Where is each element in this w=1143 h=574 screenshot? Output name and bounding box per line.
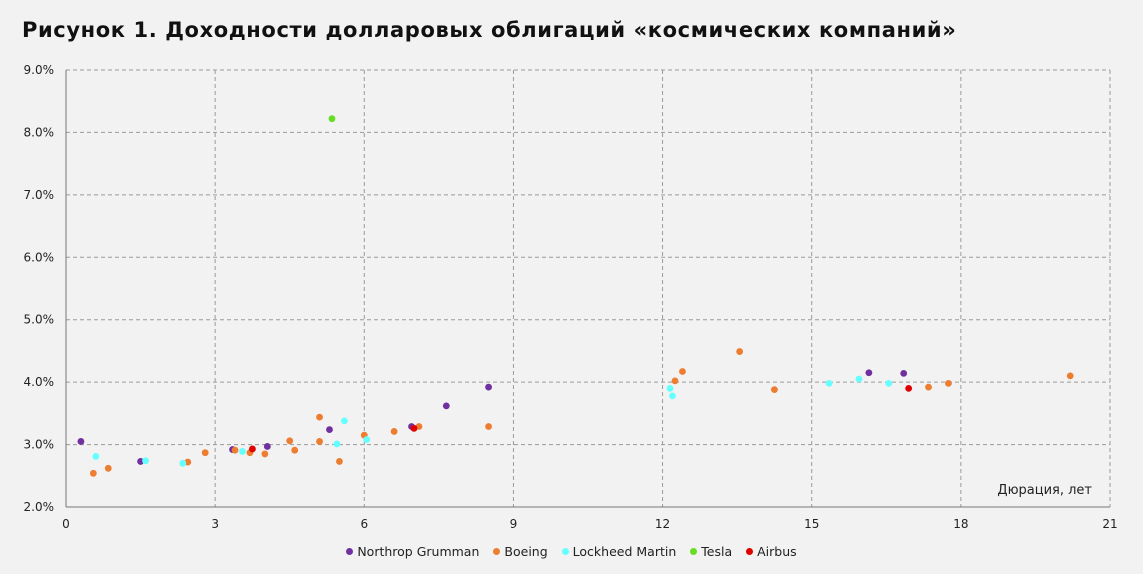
point-lockheed-martin xyxy=(92,453,100,460)
point-boeing xyxy=(945,379,952,387)
point-boeing xyxy=(1066,372,1074,380)
point-lockheed-martin xyxy=(885,379,893,387)
point-northrop-grumman xyxy=(442,402,450,410)
point-northrop-grumman xyxy=(263,443,271,450)
legend-item-tesla: Tesla xyxy=(690,544,732,559)
y-tick-label: 8.0% xyxy=(24,125,55,139)
point-northrop-grumman xyxy=(900,370,908,377)
x-tick-label: 9 xyxy=(510,517,518,531)
data-points xyxy=(77,115,1074,477)
point-northrop-grumman xyxy=(485,383,492,391)
chart-title: Рисунок 1. Доходности долларовых облигац… xyxy=(22,18,957,42)
point-boeing xyxy=(291,446,299,454)
legend-item-boeing: Boeing xyxy=(493,544,548,559)
point-lockheed-martin xyxy=(239,448,246,455)
legend-item-northrop-grumman: Northrop Grumman xyxy=(346,544,479,559)
point-boeing xyxy=(336,458,343,465)
legend-label: Airbus xyxy=(757,544,797,559)
point-boeing xyxy=(390,428,398,435)
point-airbus xyxy=(249,445,256,453)
point-boeing xyxy=(925,383,932,391)
axes xyxy=(65,70,1110,508)
legend-marker xyxy=(746,548,754,555)
legend-marker xyxy=(493,548,501,555)
point-airbus xyxy=(410,424,418,432)
point-northrop-grumman xyxy=(77,438,85,445)
point-boeing xyxy=(316,413,323,421)
point-northrop-grumman xyxy=(137,458,144,465)
point-northrop-grumman xyxy=(326,426,333,433)
x-tick-label: 6 xyxy=(360,517,368,531)
legend-label: Tesla xyxy=(701,544,733,559)
legend-label: Boeing xyxy=(504,544,548,559)
point-tesla xyxy=(328,115,336,123)
y-tick-label: 3.0% xyxy=(24,438,55,452)
point-boeing xyxy=(286,437,294,445)
point-boeing xyxy=(231,446,239,454)
y-tick-label: 4.0% xyxy=(24,375,55,389)
point-lockheed-martin xyxy=(669,392,676,400)
legend-item-lockheed-martin: Lockheed Martin xyxy=(561,544,677,559)
point-lockheed-martin xyxy=(341,417,348,425)
legend-item-airbus: Airbus xyxy=(746,544,797,559)
x-tick-label: 21 xyxy=(1102,517,1117,531)
point-boeing xyxy=(89,469,97,477)
legend-label: Northrop Grumman xyxy=(357,544,480,559)
grid-lines xyxy=(66,69,1111,507)
point-lockheed-martin xyxy=(363,436,371,443)
legend-marker xyxy=(561,548,569,555)
point-lockheed-martin xyxy=(179,459,187,467)
point-lockheed-martin xyxy=(666,384,674,392)
y-tick-label: 6.0% xyxy=(24,250,55,264)
legend-marker xyxy=(690,548,698,555)
legend-marker xyxy=(346,548,354,555)
x-axis-label: Дюрация, лет xyxy=(997,483,1092,498)
point-boeing xyxy=(104,464,112,472)
x-tick-label: 18 xyxy=(953,517,968,531)
y-tick-label: 7.0% xyxy=(24,188,55,202)
point-airbus xyxy=(905,384,913,392)
point-lockheed-martin xyxy=(333,440,341,448)
point-boeing xyxy=(671,377,679,385)
x-tick-label: 3 xyxy=(211,517,219,531)
point-lockheed-martin xyxy=(825,379,833,387)
tick-labels: 2.0% 3.0% 4.0% 5.0% 6.0% 7.0% 8.0% 9.0% 0 3 6 9 12 15… xyxy=(24,63,1118,531)
point-boeing xyxy=(736,348,744,355)
y-tick-label: 5.0% xyxy=(24,313,55,327)
y-tick-label: 9.0% xyxy=(24,63,55,77)
x-tick-label: 15 xyxy=(804,517,819,531)
legend: Northrop Grumman Boeing Lockheed Martin Tes… xyxy=(0,544,1143,559)
legend-label: Lockheed Martin xyxy=(572,544,677,559)
point-boeing xyxy=(485,423,492,430)
point-lockheed-martin xyxy=(142,457,149,465)
point-boeing xyxy=(316,438,323,445)
point-boeing xyxy=(771,386,778,394)
y-tick-label: 2.0% xyxy=(24,500,55,514)
point-boeing xyxy=(201,449,209,457)
point-boeing xyxy=(261,450,269,458)
x-tick-label: 12 xyxy=(655,517,670,531)
x-tick-label: 0 xyxy=(62,517,70,531)
point-boeing xyxy=(679,368,686,375)
point-lockheed-martin xyxy=(855,375,863,383)
point-northrop-grumman xyxy=(865,369,873,377)
